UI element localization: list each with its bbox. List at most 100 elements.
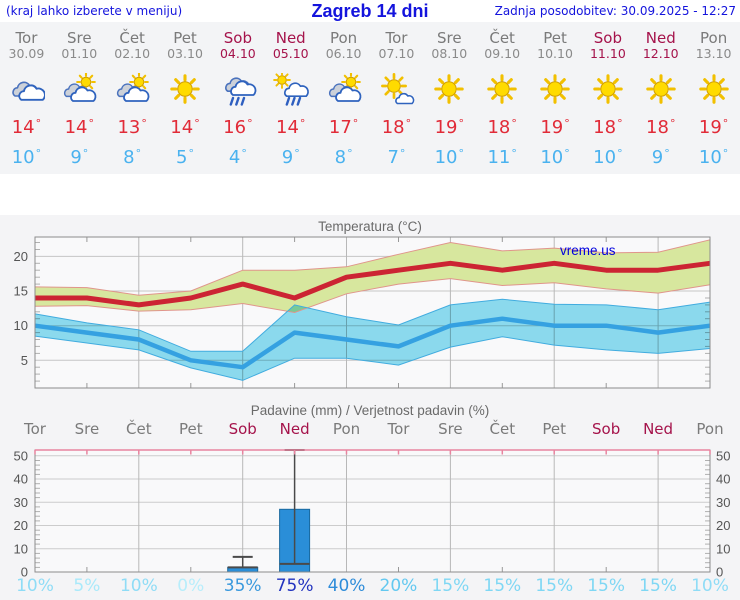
- svg-text:20: 20: [716, 518, 730, 533]
- precip-probability: 0%: [177, 576, 205, 596]
- precip-day-label: Sob: [592, 420, 621, 438]
- rain-icon: [211, 73, 264, 111]
- precip-day-label: Pet: [178, 420, 203, 438]
- temp-max: 13°: [117, 117, 147, 138]
- precip-day-label: Tor: [387, 420, 410, 438]
- temp-max: 18°: [646, 117, 676, 138]
- day-date: 06.10: [325, 46, 362, 61]
- precip-probability: 5%: [73, 576, 101, 596]
- day-name: Ned: [275, 29, 306, 47]
- svg-text:50: 50: [14, 448, 28, 463]
- temp-min: 8°: [334, 147, 353, 168]
- precip-probability: 40%: [327, 576, 366, 596]
- precip-probability: 75%: [275, 576, 314, 596]
- day-date: 04.10: [219, 46, 256, 61]
- temp-min: 10°: [698, 147, 729, 168]
- precip-probability-row: 10% 5% 10% 0% 35% 75% 40% 20% 15% 15% 15% 15% 15% 10%: [0, 576, 740, 600]
- day-name: Čet: [489, 29, 515, 47]
- precip-day-labels-row: Tor Sre Čet Pet Sob Ned Pon Tor Sre Čet Pet Sob Ned P…: [0, 420, 740, 440]
- precip-probability: 15%: [587, 576, 626, 596]
- precip-day-label: Sre: [438, 420, 463, 438]
- day-name: Pon: [700, 29, 728, 47]
- svg-text:10: 10: [716, 541, 730, 556]
- precip-probability: 20%: [379, 576, 418, 596]
- sunny-icon: [687, 73, 740, 111]
- day-name: Pet: [543, 29, 567, 47]
- day-name: Pet: [173, 29, 197, 47]
- temp-min: 9°: [651, 147, 670, 168]
- precip-probability: 10%: [119, 576, 158, 596]
- svg-text:20: 20: [14, 249, 28, 264]
- temp-max: 19°: [540, 117, 570, 138]
- forecast-strip: Tor 30.09 14° 10° Sre 01.10 14° 9° Čet 02.10 13° 8°…: [0, 22, 740, 174]
- precip-probability: 15%: [483, 576, 522, 596]
- page-header: (kraj lahko izberete v meniju) Zagreb 14…: [0, 0, 740, 22]
- precipitation-chart-title: Padavine (mm) / Verjetnost padavin (%): [250, 403, 490, 418]
- last-update-text: Zadnja posodobitev: 30.09.2025 - 12:27: [494, 4, 736, 18]
- temp-max: 14°: [276, 117, 306, 138]
- temp-max: 18°: [593, 117, 623, 138]
- day-column: Tor 30.09 14° 10°: [0, 22, 53, 174]
- svg-text:0: 0: [716, 565, 723, 580]
- sunny-icon: [423, 73, 476, 111]
- menu-hint-text: (kraj lahko izberete v meniju): [6, 4, 183, 18]
- sun-rain-icon: [264, 73, 317, 111]
- svg-text:15: 15: [14, 284, 28, 299]
- page-title: Zagreb 14 dni: [311, 1, 429, 21]
- day-date: 12.10: [642, 46, 679, 61]
- temp-max: 14°: [11, 117, 42, 138]
- day-column: Pon 06.10 17° 8°: [317, 22, 370, 174]
- day-date: 11.10: [589, 46, 626, 61]
- day-column: Pon 13.10 19° 10°: [687, 22, 740, 174]
- day-name: Tor: [385, 29, 408, 47]
- day-column: Sre 01.10 14° 9°: [53, 22, 106, 174]
- day-date: 13.10: [695, 46, 732, 61]
- day-name: Sob: [223, 29, 252, 47]
- precip-day-label: Čet: [126, 420, 152, 438]
- precip-day-label: Pon: [696, 420, 724, 438]
- svg-text:0: 0: [21, 565, 28, 580]
- temp-max: 19°: [698, 117, 729, 138]
- svg-text:5: 5: [21, 353, 28, 368]
- temp-max: 18°: [487, 117, 517, 138]
- svg-text:40: 40: [14, 472, 28, 487]
- mostly-sunny-icon: [370, 73, 423, 111]
- day-date: 30.09: [8, 46, 45, 61]
- temperature-chart-title: Temperatura (°C): [318, 219, 422, 234]
- day-name: Pon: [329, 29, 358, 47]
- temp-max: 16°: [223, 117, 253, 138]
- temp-min: 7°: [387, 147, 406, 168]
- temp-max: 18°: [381, 117, 412, 138]
- precip-probability: 35%: [223, 576, 262, 596]
- partly-cloudy-icon: [53, 73, 106, 111]
- svg-text:50: 50: [716, 448, 730, 463]
- day-column: Sre 08.10 19° 10°: [423, 22, 476, 174]
- sunny-icon: [581, 73, 634, 111]
- day-column: Tor 07.10 18° 7°: [370, 22, 423, 174]
- precip-day-label: Tor: [24, 420, 46, 438]
- day-name: Čet: [119, 29, 145, 47]
- day-column: Čet 09.10 18° 11°: [476, 22, 529, 174]
- temp-min: 9°: [281, 147, 300, 168]
- day-date: 05.10: [272, 46, 309, 61]
- precip-day-label: Sob: [228, 420, 257, 438]
- svg-text:40: 40: [716, 472, 730, 487]
- precip-day-label: Pet: [542, 420, 567, 438]
- day-date: 10.10: [537, 46, 573, 61]
- charts-section: Temperatura (°C) 5 10 15 20 vreme.us Padavin…: [0, 215, 740, 600]
- sunny-icon: [159, 73, 212, 111]
- temp-max: 14°: [170, 117, 200, 138]
- precip-day-label: Ned: [643, 420, 674, 438]
- svg-text:20: 20: [14, 518, 28, 533]
- partly-cloudy-icon: [317, 73, 370, 111]
- temp-min: 4°: [228, 147, 247, 168]
- svg-text:30: 30: [14, 495, 28, 510]
- day-column: Ned 05.10 14° 9°: [264, 22, 317, 174]
- temp-min: 10°: [540, 147, 570, 168]
- day-date: 09.10: [484, 46, 521, 61]
- svg-text:10: 10: [14, 318, 28, 333]
- temp-max: 17°: [328, 117, 359, 138]
- sunny-icon: [476, 73, 529, 111]
- temp-min: 11°: [487, 147, 517, 168]
